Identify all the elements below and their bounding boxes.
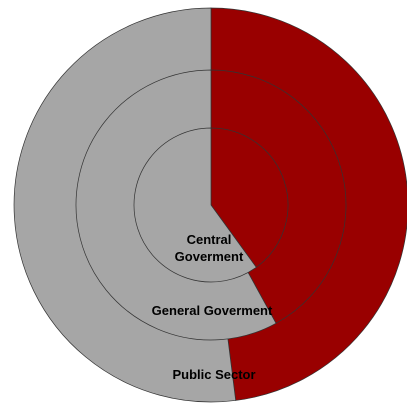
ring-label-public: Public Sector bbox=[172, 367, 255, 382]
central-goverment-red-slice bbox=[210, 127, 289, 268]
central-goverment-grey-slice bbox=[133, 127, 257, 283]
ring-label-general: General Goverment bbox=[152, 303, 273, 318]
ring-label-central-line2: Goverment bbox=[175, 249, 244, 264]
ring-label-central-line1: Central bbox=[187, 232, 232, 247]
